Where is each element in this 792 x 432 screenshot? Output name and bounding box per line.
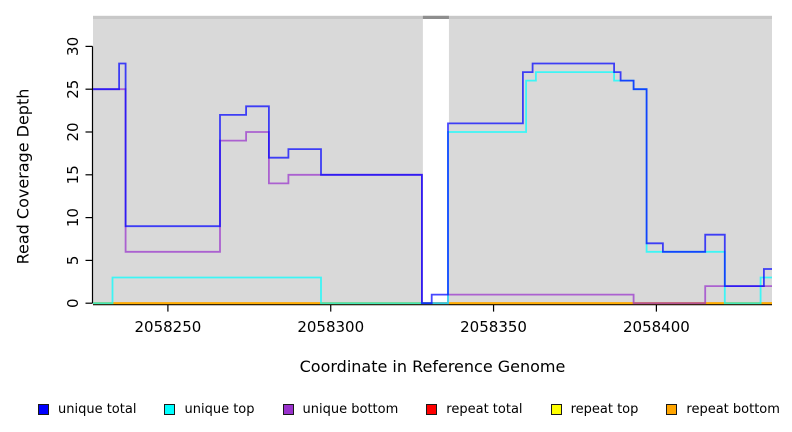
y-tick-label: 0 <box>64 298 82 308</box>
legend-swatch-icon <box>666 403 678 415</box>
y-tick-label: 25 <box>64 80 82 99</box>
gap-band <box>422 15 449 19</box>
legend-label: repeat total <box>446 401 523 417</box>
y-axis-title: Read Coverage Depth <box>13 88 33 265</box>
legend-swatch-icon <box>38 403 49 415</box>
legend-item: repeat top <box>550 401 639 417</box>
legend-swatch-icon <box>164 403 176 415</box>
legend-item: repeat bottom <box>666 402 780 417</box>
legend: unique total unique top unique bottom repea… <box>38 398 780 420</box>
x-tick-label: 2058350 <box>460 318 527 336</box>
legend-swatch-icon <box>550 403 562 415</box>
x-tick-label: 2058250 <box>134 318 201 336</box>
legend-item: unique top <box>164 401 255 417</box>
legend-label: repeat top <box>570 401 639 417</box>
legend-swatch-icon <box>282 403 294 415</box>
series-unique-bottom <box>93 88 772 305</box>
legend-label: unique total <box>58 401 137 417</box>
y-tick-label: 20 <box>64 122 82 141</box>
y-tick-label: 15 <box>64 165 82 184</box>
series-unique-total <box>93 62 772 305</box>
x-tick-label: 2058300 <box>297 318 364 336</box>
x-axis-title: Coordinate in Reference Genome <box>299 357 566 376</box>
legend-item: unique bottom <box>282 401 399 417</box>
legend-item: repeat total <box>426 401 523 417</box>
legend-label: repeat bottom <box>686 401 780 417</box>
coverage-panel <box>93 19 423 305</box>
y-tick-label: 10 <box>64 208 82 227</box>
legend-swatch-icon <box>426 403 438 415</box>
x-tick-label: 2058400 <box>623 318 690 336</box>
legend-label: unique bottom <box>302 401 399 417</box>
y-tick-label: 5 <box>64 256 82 266</box>
legend-label: unique top <box>184 401 255 417</box>
y-tick-label: 30 <box>64 37 82 56</box>
coverage-panel <box>448 19 772 305</box>
plot-canvas: 0 5 10 15 20 25 30 2058250 2058300 2058350 2058400 <box>64 15 772 336</box>
legend-item: unique total <box>38 402 136 417</box>
